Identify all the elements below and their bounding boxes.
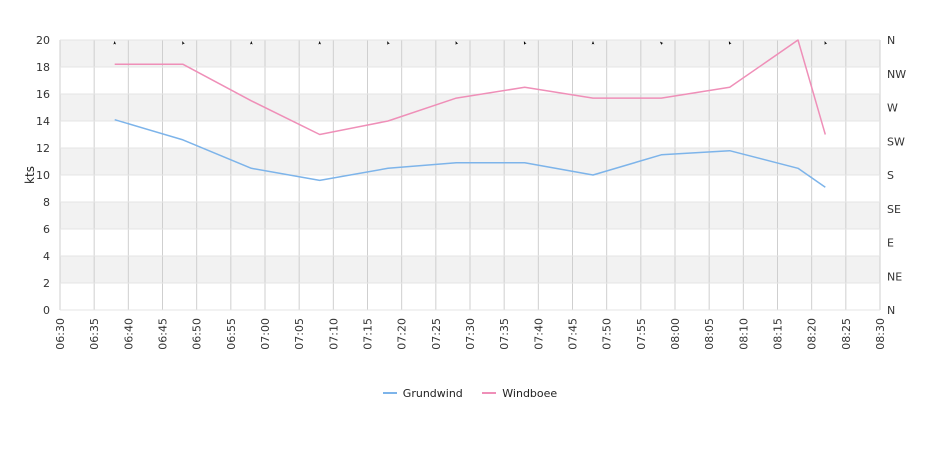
y-tick-label: 4 bbox=[43, 250, 50, 263]
x-tick-label: 07:20 bbox=[396, 318, 409, 350]
wind-direction-marker bbox=[824, 41, 828, 45]
y-tick-label: 10 bbox=[36, 169, 50, 182]
direction-label: N bbox=[887, 34, 895, 47]
legend-label-windboee: Windboee bbox=[502, 386, 558, 400]
x-tick-label: 08:00 bbox=[669, 318, 682, 350]
series-line-grundwind bbox=[114, 118, 826, 188]
wind-direction-arrow bbox=[113, 41, 116, 45]
wind-direction-arrow bbox=[318, 41, 321, 45]
y-tick-label: 2 bbox=[43, 277, 50, 290]
x-tick-label: 07:15 bbox=[362, 318, 375, 350]
direction-label: SE bbox=[887, 203, 901, 216]
x-tick-label: 07:10 bbox=[327, 318, 340, 350]
x-tick-label: 07:00 bbox=[259, 318, 272, 350]
y-tick-label: 8 bbox=[43, 196, 50, 209]
y-tick-label: 18 bbox=[36, 61, 50, 74]
y-axis-title: kts bbox=[23, 166, 37, 184]
direction-label: NW bbox=[887, 68, 906, 81]
legend-item-windboee[interactable]: Windboee bbox=[482, 387, 557, 400]
direction-label: S bbox=[887, 169, 894, 182]
wind-direction-arrow bbox=[250, 41, 253, 45]
direction-label: N bbox=[887, 304, 895, 317]
x-tick-label: 06:55 bbox=[225, 318, 238, 350]
y-tick-label: 20 bbox=[36, 34, 50, 47]
x-tick-label: 08:25 bbox=[840, 318, 853, 350]
x-tick-label: 07:45 bbox=[567, 318, 580, 350]
wind-direction-arrow bbox=[824, 41, 828, 45]
x-tick-label: 08:30 bbox=[874, 318, 887, 350]
x-tick-label: 07:25 bbox=[430, 318, 443, 350]
series-line-windboee bbox=[114, 39, 827, 136]
y-tick-label: 0 bbox=[43, 304, 50, 317]
direction-label: NE bbox=[887, 270, 902, 283]
wind-direction-arrow bbox=[455, 41, 459, 45]
x-tick-label: 06:40 bbox=[122, 318, 135, 350]
legend-swatch-grundwind bbox=[382, 392, 397, 394]
x-tick-label: 08:20 bbox=[806, 318, 819, 350]
wind-direction-arrow bbox=[182, 41, 185, 45]
x-tick-label: 07:30 bbox=[464, 318, 477, 350]
direction-label: E bbox=[887, 237, 894, 250]
x-tick-label: 08:05 bbox=[703, 318, 716, 350]
wind-direction-marker bbox=[182, 41, 185, 45]
x-tick-label: 08:15 bbox=[772, 318, 785, 350]
y-tick-label: 14 bbox=[36, 115, 50, 128]
wind-direction-marker bbox=[728, 41, 732, 45]
wind-direction-arrow bbox=[591, 41, 595, 45]
x-tick-label: 07:05 bbox=[293, 318, 306, 350]
wind-direction-marker bbox=[523, 41, 527, 45]
x-tick-label: 06:45 bbox=[157, 318, 170, 350]
wind-direction-marker bbox=[318, 41, 321, 45]
wind-direction-marker bbox=[387, 41, 390, 45]
x-tick-label: 07:55 bbox=[635, 318, 648, 350]
y-tick-label: 12 bbox=[36, 142, 50, 155]
wind-direction-arrow bbox=[387, 41, 390, 45]
y-tick-label: 6 bbox=[43, 223, 50, 236]
wind-direction-arrow bbox=[523, 41, 527, 45]
x-tick-label: 06:50 bbox=[191, 318, 204, 350]
wind-direction-arrow bbox=[728, 41, 732, 45]
direction-label: W bbox=[887, 102, 898, 115]
legend-label-grundwind: Grundwind bbox=[402, 386, 463, 400]
x-tick-label: 06:35 bbox=[88, 318, 101, 350]
x-tick-label: 07:40 bbox=[532, 318, 545, 350]
direction-label: SW bbox=[887, 135, 905, 148]
wind-direction-marker bbox=[591, 41, 595, 45]
wind-direction-marker bbox=[455, 41, 459, 45]
y-tick-label: 16 bbox=[36, 88, 50, 101]
legend-item-grundwind[interactable]: Grundwind bbox=[382, 386, 463, 400]
x-tick-label: 08:10 bbox=[737, 318, 750, 350]
x-tick-label: 07:35 bbox=[498, 318, 511, 350]
x-tick-label: 07:50 bbox=[601, 318, 614, 350]
legend-swatch-windboee bbox=[482, 392, 497, 394]
wind-direction-marker bbox=[113, 41, 116, 45]
x-tick-label: 06:30 bbox=[54, 318, 67, 350]
legend: Grundwind Windboee bbox=[0, 384, 940, 400]
wind-direction-marker bbox=[250, 41, 253, 45]
wind-direction-marker bbox=[659, 41, 664, 45]
wind-direction-arrow bbox=[659, 41, 664, 45]
